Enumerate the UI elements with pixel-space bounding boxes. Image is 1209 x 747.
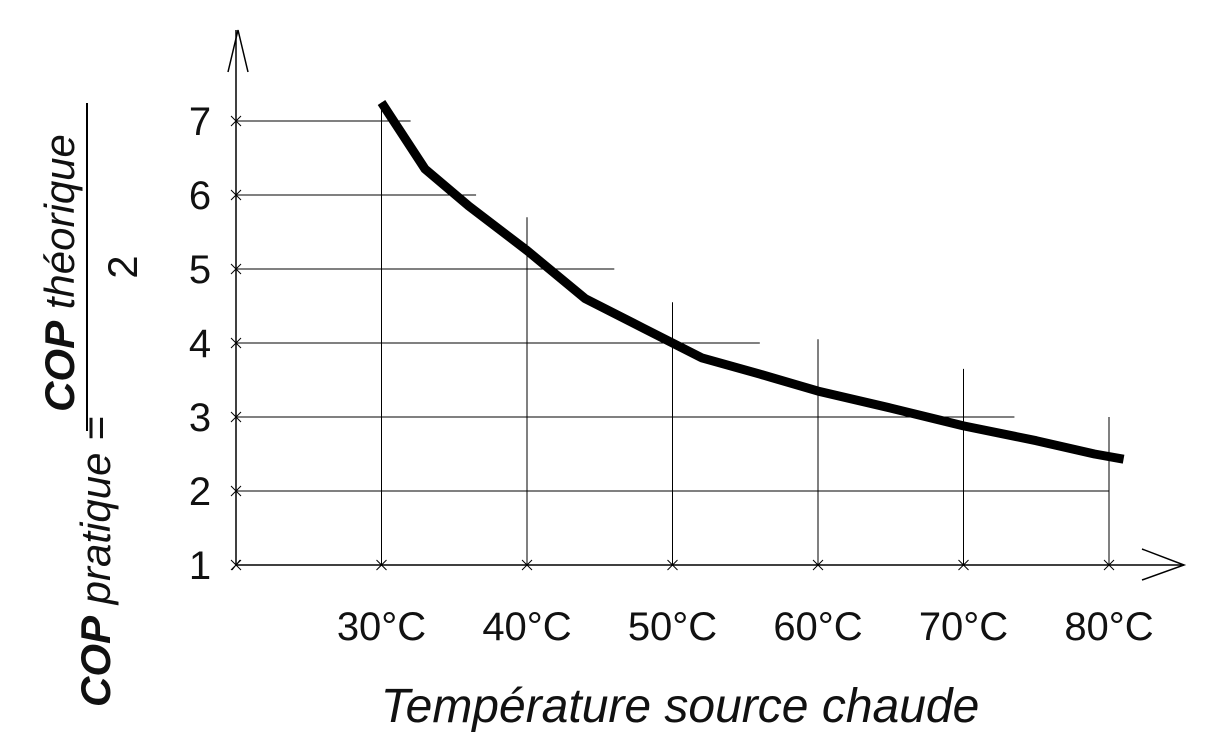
x-tick-label: 80°C: [1064, 605, 1153, 649]
x-axis-arrow: [1141, 548, 1187, 581]
y-tick-label: 4: [189, 322, 211, 366]
x-tick-label: 60°C: [773, 605, 862, 649]
y-tick-label: 5: [189, 248, 211, 292]
y-label-num-cop: COP: [36, 320, 83, 412]
tick-labels: 1 2 3 4 5 6 7 30°C 40°C 50°C 60°C 70°C 80°C: [189, 100, 1154, 649]
axes: [227, 29, 1187, 581]
y-tick-label: 1: [189, 544, 211, 588]
y-tick-label: 6: [189, 174, 211, 218]
y-tick-label: 2: [189, 470, 211, 514]
x-tick-label: 40°C: [482, 605, 571, 649]
series: [377, 100, 1125, 464]
y-label-pratique: pratique =: [72, 416, 119, 616]
y-axis-label-left: COP pratique =: [72, 416, 119, 707]
cop-curve: [377, 100, 1125, 464]
x-tick-label: 70°C: [919, 605, 1008, 649]
grid: [230, 102, 1115, 571]
y-tick-label: 7: [189, 100, 211, 144]
y-label-theorique: théorique: [36, 134, 83, 321]
x-tick-label: 30°C: [337, 605, 426, 649]
y-axis-arrow: [227, 29, 249, 73]
y-axis-label-denominator: 2: [99, 255, 146, 278]
y-label-cop: COP: [72, 615, 119, 707]
y-axis-label: COP pratique = COP théorique 2: [36, 103, 146, 707]
y-tick-label: 3: [189, 396, 211, 440]
x-tick-label: 50°C: [628, 605, 717, 649]
y-axis-label-numerator: COP théorique: [36, 134, 83, 412]
x-axis-label: Température source chaude: [381, 680, 980, 733]
